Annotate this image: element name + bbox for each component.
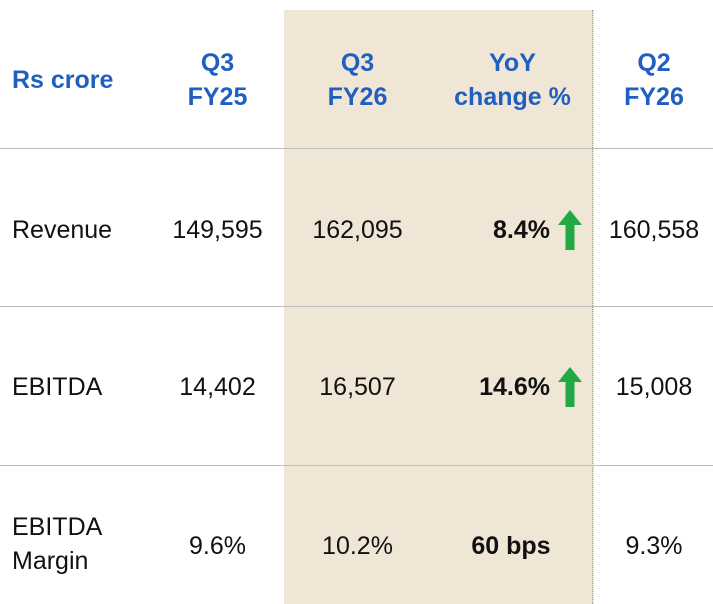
up-arrow-icon [558,210,582,250]
up-arrow-icon [558,367,582,407]
col-header-q2fy26: Q2 FY26 [624,49,684,111]
value-q3fy26: 16,507 [319,373,396,401]
row-divider [0,465,713,466]
value-yoy: 60 bps [471,532,551,560]
value-yoy: 14.6% [430,365,582,409]
value-q3fy25: 9.6% [189,532,246,560]
row-divider [0,306,713,307]
highlight-column-q3fy26 [284,10,594,604]
row-label: EBITDA Margin [12,513,103,575]
col-header-yoy: YoY change % [454,49,571,111]
value-q2fy26: 160,558 [608,216,700,244]
value-q2fy26: 9.3% [625,532,683,560]
value-q3fy26: 10.2% [322,532,393,560]
value-yoy: 8.4% [430,208,582,252]
value-q3fy25: 14,402 [179,373,256,401]
unit-label: Rs crore [12,66,114,94]
col-header-q3fy26: Q3 FY26 [327,49,388,111]
value-q3fy25: 149,595 [172,216,263,244]
value-q2fy26: 15,008 [615,373,693,401]
value-q3fy26: 162,095 [312,216,403,244]
column-divider [592,10,593,604]
row-divider [0,148,713,149]
row-label: Revenue [12,216,113,244]
col-header-q3fy25: Q3 FY25 [187,49,248,111]
row-label: EBITDA [12,373,103,401]
